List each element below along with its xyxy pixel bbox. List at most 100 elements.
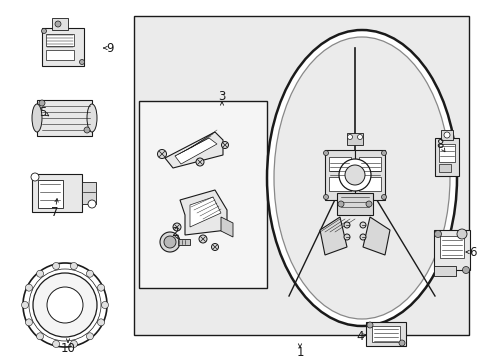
Circle shape bbox=[55, 21, 61, 27]
Ellipse shape bbox=[25, 284, 32, 291]
Bar bbox=[438, 144, 454, 162]
Circle shape bbox=[31, 173, 39, 181]
Circle shape bbox=[343, 222, 349, 228]
Ellipse shape bbox=[86, 270, 93, 277]
Polygon shape bbox=[175, 138, 217, 164]
Circle shape bbox=[157, 149, 166, 158]
Circle shape bbox=[323, 194, 328, 199]
Circle shape bbox=[381, 194, 386, 199]
Bar bbox=[433, 266, 455, 276]
Bar bbox=[46, 34, 74, 46]
Ellipse shape bbox=[97, 319, 104, 326]
Bar bbox=[32, 174, 82, 212]
Polygon shape bbox=[362, 217, 389, 255]
Circle shape bbox=[338, 159, 370, 191]
Circle shape bbox=[359, 234, 365, 240]
Bar bbox=[358, 177, 380, 191]
Bar bbox=[37, 100, 92, 136]
Text: 3: 3 bbox=[218, 90, 225, 104]
Circle shape bbox=[347, 135, 352, 139]
Circle shape bbox=[323, 150, 328, 156]
Bar bbox=[52, 18, 68, 30]
Circle shape bbox=[398, 340, 404, 346]
Ellipse shape bbox=[87, 104, 97, 132]
Circle shape bbox=[196, 158, 203, 166]
Circle shape bbox=[337, 201, 343, 207]
Bar bbox=[358, 157, 380, 171]
Ellipse shape bbox=[266, 30, 456, 326]
Bar bbox=[38, 180, 63, 208]
Polygon shape bbox=[319, 217, 346, 255]
Circle shape bbox=[41, 28, 46, 33]
Circle shape bbox=[173, 223, 181, 231]
Bar bbox=[325, 150, 354, 200]
Circle shape bbox=[365, 201, 371, 207]
Ellipse shape bbox=[53, 341, 60, 347]
Ellipse shape bbox=[102, 302, 108, 309]
Bar bbox=[82, 182, 96, 204]
Circle shape bbox=[345, 165, 364, 185]
Circle shape bbox=[381, 150, 386, 156]
Circle shape bbox=[462, 266, 468, 274]
Circle shape bbox=[199, 235, 206, 243]
Circle shape bbox=[84, 127, 90, 133]
Circle shape bbox=[357, 135, 362, 139]
Ellipse shape bbox=[32, 104, 42, 132]
Text: 1: 1 bbox=[296, 346, 303, 359]
Ellipse shape bbox=[86, 333, 93, 340]
Bar bbox=[139, 101, 266, 288]
Circle shape bbox=[211, 243, 218, 251]
Ellipse shape bbox=[273, 37, 449, 319]
Circle shape bbox=[366, 322, 372, 328]
Text: 4: 4 bbox=[356, 329, 363, 342]
Text: 10: 10 bbox=[61, 342, 75, 355]
Bar bbox=[134, 16, 468, 335]
Circle shape bbox=[47, 287, 83, 323]
Circle shape bbox=[343, 234, 349, 240]
Polygon shape bbox=[164, 132, 223, 168]
Bar bbox=[371, 326, 399, 342]
Ellipse shape bbox=[53, 262, 60, 270]
Bar bbox=[433, 230, 469, 270]
Text: 6: 6 bbox=[468, 246, 476, 258]
Polygon shape bbox=[221, 217, 232, 237]
Bar bbox=[438, 164, 450, 172]
Circle shape bbox=[163, 236, 176, 248]
Polygon shape bbox=[190, 197, 221, 227]
Bar bbox=[42, 28, 84, 66]
Bar bbox=[365, 322, 405, 346]
Ellipse shape bbox=[70, 262, 77, 270]
Text: 5: 5 bbox=[39, 105, 46, 118]
Ellipse shape bbox=[97, 284, 104, 291]
Text: 2: 2 bbox=[171, 226, 179, 239]
Circle shape bbox=[23, 263, 107, 347]
Bar bbox=[336, 193, 372, 215]
Text: 8: 8 bbox=[435, 138, 443, 150]
Bar bbox=[346, 133, 362, 145]
Bar bbox=[178, 239, 190, 245]
Ellipse shape bbox=[21, 302, 28, 309]
Ellipse shape bbox=[25, 319, 32, 326]
Circle shape bbox=[359, 222, 365, 228]
Bar bbox=[439, 236, 463, 258]
Circle shape bbox=[221, 141, 228, 148]
Circle shape bbox=[434, 230, 441, 238]
Circle shape bbox=[443, 132, 449, 138]
Circle shape bbox=[33, 273, 97, 337]
Ellipse shape bbox=[37, 270, 43, 277]
Bar bbox=[328, 177, 350, 191]
Bar bbox=[46, 50, 74, 60]
Circle shape bbox=[456, 229, 466, 239]
Bar bbox=[434, 138, 458, 176]
Circle shape bbox=[39, 100, 45, 106]
Bar bbox=[328, 157, 350, 171]
Circle shape bbox=[88, 200, 96, 208]
Ellipse shape bbox=[70, 341, 77, 347]
Text: 9: 9 bbox=[106, 41, 114, 54]
Ellipse shape bbox=[37, 333, 43, 340]
Polygon shape bbox=[180, 190, 226, 235]
Circle shape bbox=[160, 232, 180, 252]
Bar bbox=[440, 130, 452, 140]
Bar bbox=[354, 150, 384, 200]
Text: 7: 7 bbox=[51, 207, 59, 220]
